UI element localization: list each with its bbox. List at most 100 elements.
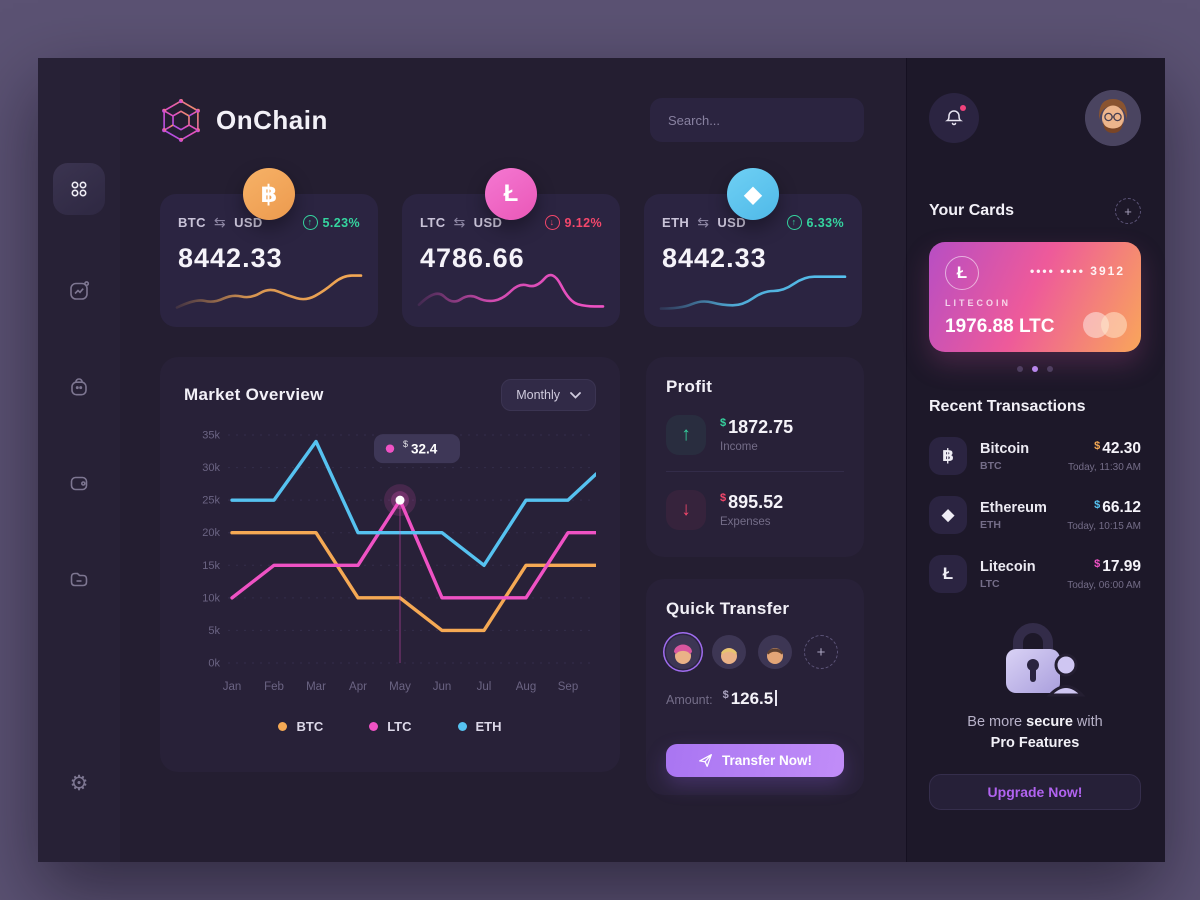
legend-label: BTC — [296, 719, 324, 734]
legend-dot — [369, 722, 379, 731]
tx-time: Today, 11:30 AM — [1067, 461, 1141, 473]
pagination-dot-3[interactable] — [1047, 366, 1053, 372]
bitcoin-icon: ฿ — [929, 437, 967, 475]
sidebar-item-settings[interactable]: ⚙ — [38, 771, 120, 796]
litecoin-card[interactable]: Ł •••• •••• 3912 LITECOIN 1976.88 LTC — [929, 242, 1141, 352]
promo-text: Be more secure with Pro Features — [967, 714, 1103, 752]
legend-dot — [457, 722, 467, 731]
market-overview-card: Market Overview Monthly 35k 30k 25k 20k 15k 1… — [160, 357, 620, 772]
upgrade-now-button[interactable]: Upgrade Now! — [929, 774, 1141, 811]
chevron-down-icon — [570, 391, 581, 399]
sidebar-item-dashboard[interactable] — [53, 163, 105, 215]
ticker-value: 8442.33 — [662, 243, 767, 273]
sidebar: ⚙ — [38, 58, 120, 862]
profit-card: Profit ↑ $1872.75 Income ↓ — [646, 357, 864, 557]
btc-coin-icon: ฿ — [243, 168, 295, 220]
transfer-contacts: + — [666, 635, 844, 669]
litecoin-icon: Ł — [929, 555, 967, 593]
contact-avatar-3[interactable] — [758, 635, 792, 669]
svg-text:35k: 35k — [202, 430, 220, 442]
ltc-coin-icon: Ł — [485, 168, 537, 220]
svg-text:32.4: 32.4 — [411, 442, 438, 457]
card-network-icon — [1083, 312, 1127, 338]
middle-right-column: Profit ↑ $1872.75 Income ↓ — [646, 357, 864, 795]
contact-avatar-1[interactable] — [666, 635, 700, 669]
currency-symbol: $ — [1094, 557, 1101, 570]
contact-3-face — [767, 648, 783, 664]
legend-item-btc[interactable]: BTC — [278, 719, 323, 734]
income-arrow-up-icon: ↑ — [666, 415, 706, 455]
ethereum-icon: ◆ — [929, 496, 967, 534]
card-number: •••• •••• 3912 — [1030, 264, 1125, 278]
transaction-row-ethereum[interactable]: ◆ Ethereum ETH $66.12 Today, 10:15 AM — [929, 496, 1141, 534]
amount-value: 126.5 — [730, 689, 774, 708]
tx-symbol: LTC — [980, 577, 1000, 590]
transaction-row-bitcoin[interactable]: ฿ Bitcoin BTC $42.30 Today, 11:30 AM — [929, 437, 1141, 475]
tx-amount: 66.12 — [1102, 498, 1141, 516]
amount-label: Amount: — [666, 693, 713, 707]
ticker-card-eth: ◆ ETH ⇆ USD ↑ 6.33% 8442.33 — [644, 168, 862, 327]
svg-text:Jan: Jan — [223, 681, 242, 693]
user-avatar-face — [1085, 90, 1141, 146]
sidebar-item-documents[interactable] — [53, 553, 105, 605]
search-box[interactable] — [650, 98, 864, 142]
text-caret — [775, 690, 777, 706]
pair-base: LTC — [420, 215, 446, 230]
wallet-icon — [70, 476, 88, 491]
pair-quote: USD — [717, 215, 746, 230]
income-amount: 1872.75 — [728, 417, 794, 437]
legend-item-ltc[interactable]: LTC — [369, 719, 412, 734]
bag-icon — [71, 378, 87, 396]
tx-amount: 17.99 — [1102, 557, 1141, 575]
plus-icon: + — [816, 643, 826, 661]
bell-icon — [945, 110, 963, 126]
pair-quote: USD — [473, 215, 503, 230]
app-window: ⚙ — [38, 58, 1165, 862]
trend-up-icon: ↑ — [302, 215, 318, 230]
period-value: Monthly — [516, 388, 560, 402]
transaction-row-litecoin[interactable]: Ł Litecoin LTC $17.99 Today, 06:00 AM — [929, 555, 1141, 593]
svg-text:May: May — [389, 681, 411, 693]
sidebar-item-market[interactable] — [53, 361, 105, 413]
legend-item-eth[interactable]: ETH — [457, 719, 502, 734]
contact-avatar-2[interactable] — [712, 635, 746, 669]
your-cards-title: Your Cards — [929, 202, 1015, 219]
eth-coin-icon: ◆ — [727, 168, 779, 220]
svg-text:0k: 0k — [208, 658, 220, 670]
legend-label: ETH — [475, 719, 502, 734]
trend-up-icon: ↑ — [786, 215, 802, 230]
paper-plane-icon — [699, 754, 712, 767]
income-row: ↑ $1872.75 Income — [666, 415, 844, 455]
period-dropdown[interactable]: Monthly — [501, 379, 596, 411]
ltc-sparkline — [417, 273, 605, 308]
btc-sparkline — [175, 274, 363, 309]
user-avatar[interactable] — [1085, 90, 1141, 146]
main-content: OnChain ฿ BTC ⇆ USD ↑ 5.23% — [120, 58, 906, 862]
ticker-value: 4786.66 — [420, 243, 525, 273]
swap-icon: ⇆ — [213, 214, 227, 230]
amount-field[interactable]: Amount: $126.5 — [666, 689, 844, 709]
svg-text:20k: 20k — [202, 527, 220, 539]
sidebar-item-stats[interactable] — [53, 265, 105, 317]
divider — [666, 471, 844, 472]
ticker-card-btc: ฿ BTC ⇆ USD ↑ 5.23% 8442.33 — [160, 168, 378, 327]
tx-name: Ethereum — [980, 499, 1047, 516]
svg-text:15k: 15k — [202, 560, 220, 572]
card-balance: 1976.88 LTC — [945, 316, 1055, 337]
transfer-now-button[interactable]: Transfer Now! — [666, 744, 844, 777]
svg-text:Jun: Jun — [433, 681, 452, 693]
notifications-button[interactable] — [929, 93, 979, 143]
search-input[interactable] — [666, 111, 846, 129]
legend-dot — [278, 722, 288, 731]
income-label: Income — [720, 441, 758, 453]
sidebar-item-wallet[interactable] — [53, 457, 105, 509]
pair-base: ETH — [662, 215, 690, 230]
add-card-button[interactable]: + — [1115, 198, 1141, 224]
add-contact-button[interactable]: + — [804, 635, 838, 669]
pagination-dot-2[interactable] — [1032, 366, 1038, 372]
pagination-dot-1[interactable] — [1017, 366, 1023, 372]
currency-symbol: $ — [722, 689, 729, 701]
right-panel: Your Cards + Ł •••• •••• 3912 LITECOIN 1… — [906, 58, 1165, 862]
expenses-arrow-down-icon: ↓ — [666, 490, 706, 530]
svg-text:Mar: Mar — [306, 681, 326, 693]
